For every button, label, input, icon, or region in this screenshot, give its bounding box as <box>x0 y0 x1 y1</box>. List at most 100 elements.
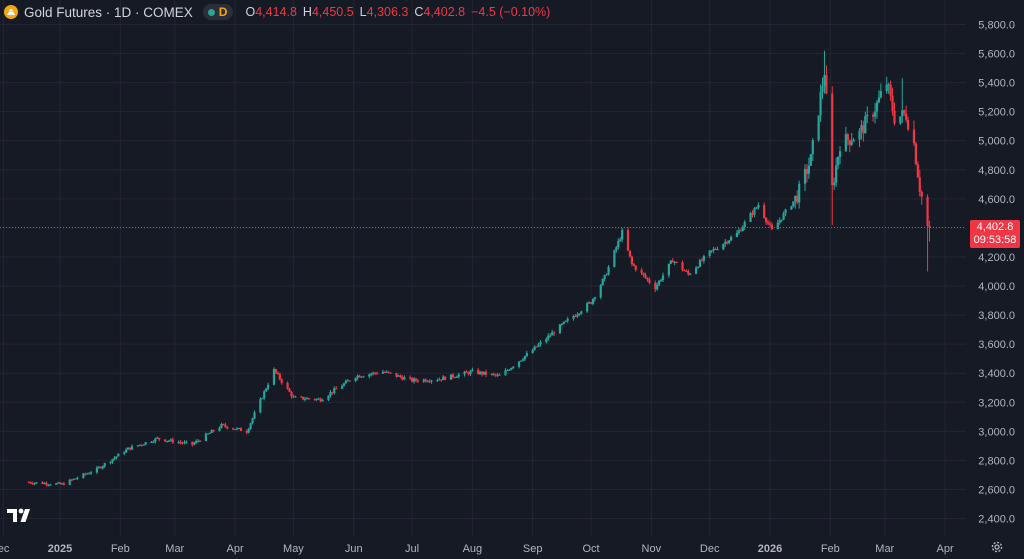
candle-body <box>819 91 822 116</box>
candle-body <box>654 282 657 290</box>
x-tick-label: 2026 <box>758 543 782 555</box>
candle-body <box>879 91 882 98</box>
candle-body <box>805 169 809 174</box>
candle-body <box>821 86 824 92</box>
candle-body <box>675 261 678 263</box>
candle-body <box>317 398 320 400</box>
candle-body <box>825 75 828 94</box>
candle-body <box>831 93 834 186</box>
candle-body <box>766 222 770 224</box>
settings-gear-icon[interactable] <box>990 540 1004 559</box>
candle-body <box>533 346 536 350</box>
x-tick-label: Feb <box>111 543 130 555</box>
candle-body <box>860 125 863 131</box>
candle-body <box>864 116 867 134</box>
candle-body <box>560 323 563 325</box>
candle-body <box>140 444 143 446</box>
candle-body <box>403 377 406 380</box>
candle-body <box>158 437 161 440</box>
y-tick-label: 3,600.0 <box>978 339 1015 351</box>
candle-body <box>76 477 79 479</box>
y-tick-label: 5,200.0 <box>978 107 1015 119</box>
candle-body <box>395 373 398 377</box>
candle-body <box>60 483 64 485</box>
symbol-title[interactable]: Gold Futures · 1D · COMEX <box>24 4 193 20</box>
candle-body <box>72 478 75 480</box>
tradingview-logo-icon[interactable] <box>6 506 36 529</box>
candle-body <box>836 156 840 166</box>
candle-body <box>383 371 386 373</box>
candle-body <box>245 430 248 433</box>
candle-body <box>218 427 221 431</box>
candle-body <box>739 230 742 232</box>
candle-body <box>424 379 427 382</box>
candle-body <box>409 377 412 379</box>
candle-body <box>621 229 624 240</box>
candle-body <box>510 367 513 370</box>
market-status-badge[interactable]: D <box>202 4 234 20</box>
candle-body <box>862 125 865 134</box>
gold-symbol-icon[interactable] <box>4 5 18 19</box>
candle-body <box>115 456 118 458</box>
candle-body <box>768 223 772 225</box>
candle-body <box>208 432 211 434</box>
candle-body <box>335 388 338 390</box>
candle-body <box>399 375 402 377</box>
candle-body <box>95 467 99 473</box>
candle-body <box>300 396 303 398</box>
candle-body <box>607 266 610 275</box>
candle-body <box>710 250 713 252</box>
candle-body <box>887 84 890 86</box>
candle-body <box>566 318 569 321</box>
candle-body <box>673 261 676 263</box>
candle-body <box>589 302 593 304</box>
candle-body <box>735 232 739 237</box>
candle-body <box>206 433 209 435</box>
candle-body <box>741 227 744 231</box>
candle-body <box>494 374 497 376</box>
candle-body <box>599 285 602 298</box>
candle-body <box>253 412 256 419</box>
candle-body <box>117 453 120 457</box>
candle-body <box>142 444 145 446</box>
candle-body <box>552 332 556 334</box>
candle-body <box>858 130 861 140</box>
bar-countdown: 09:53:58 <box>973 233 1017 246</box>
y-tick-label: 5,000.0 <box>978 136 1015 148</box>
candle-body <box>226 426 229 429</box>
candle-body <box>714 248 717 250</box>
candle-body <box>84 473 87 475</box>
x-tick-label: Oct <box>582 543 599 555</box>
candle-body <box>430 380 433 382</box>
candle-body <box>899 116 902 124</box>
candle-body <box>658 280 661 285</box>
candle-body <box>198 440 202 442</box>
y-tick-label: 4,200.0 <box>978 252 1015 264</box>
candle-body <box>642 272 645 275</box>
candle-body <box>632 263 635 266</box>
candle-body <box>163 439 167 442</box>
candle-body <box>770 224 774 230</box>
x-tick-label: Apr <box>227 543 244 555</box>
candle-body <box>319 398 322 402</box>
candle-body <box>467 372 470 375</box>
x-tick-label: ec <box>0 543 10 555</box>
y-tick-label: 4,000.0 <box>978 281 1015 293</box>
candle-body <box>551 332 554 336</box>
candle-body <box>469 371 472 375</box>
candle-body <box>891 95 894 111</box>
candle-body <box>171 439 174 443</box>
candle-body <box>267 384 270 389</box>
candle-body <box>593 297 597 299</box>
candle-body <box>587 302 591 304</box>
candle-body <box>125 449 128 453</box>
candle-body <box>823 75 826 87</box>
candle-body <box>259 399 262 413</box>
candle-body <box>726 241 729 244</box>
candle-body <box>844 134 847 152</box>
candle-body <box>280 379 283 383</box>
candle-body <box>535 346 538 348</box>
candle-body <box>249 423 252 429</box>
candle-body <box>850 141 853 145</box>
